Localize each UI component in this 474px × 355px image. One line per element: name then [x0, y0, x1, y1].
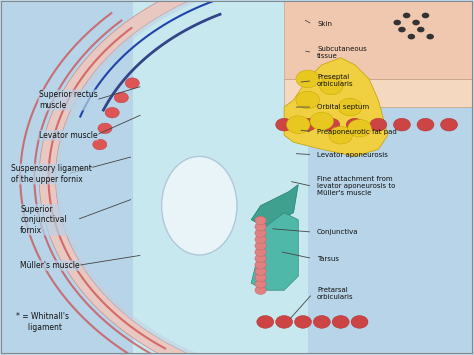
Text: Subcutaneous
tissue: Subcutaneous tissue: [317, 46, 367, 59]
Circle shape: [346, 118, 363, 131]
Circle shape: [408, 34, 415, 39]
Circle shape: [255, 223, 266, 231]
Circle shape: [422, 13, 429, 18]
Circle shape: [125, 78, 139, 88]
Circle shape: [348, 119, 371, 137]
Circle shape: [417, 27, 425, 32]
Circle shape: [114, 92, 128, 103]
Circle shape: [105, 107, 119, 118]
Circle shape: [257, 316, 274, 328]
Circle shape: [332, 316, 349, 328]
Polygon shape: [284, 1, 473, 79]
Circle shape: [440, 118, 457, 131]
Circle shape: [338, 98, 362, 116]
Circle shape: [310, 112, 334, 130]
Circle shape: [255, 286, 266, 294]
Circle shape: [296, 91, 319, 109]
Circle shape: [403, 13, 410, 18]
Circle shape: [427, 34, 434, 39]
Text: Suspensory ligament
of the upper fornix: Suspensory ligament of the upper fornix: [11, 164, 91, 184]
Polygon shape: [133, 1, 308, 354]
Text: Preaponeurotic fat pad: Preaponeurotic fat pad: [317, 129, 397, 135]
Text: Levator aponeurosis: Levator aponeurosis: [317, 152, 388, 158]
Circle shape: [398, 27, 406, 32]
Text: Preseptal
orbicularis: Preseptal orbicularis: [317, 74, 354, 87]
Circle shape: [323, 118, 340, 131]
Circle shape: [255, 261, 266, 269]
Circle shape: [296, 70, 319, 88]
Circle shape: [255, 242, 266, 250]
Text: Levator muscle: Levator muscle: [39, 131, 98, 140]
Circle shape: [98, 123, 112, 133]
Text: Müller's muscle: Müller's muscle: [20, 261, 80, 270]
Text: Superior
conjunctival
fornix: Superior conjunctival fornix: [20, 205, 67, 235]
Polygon shape: [251, 185, 298, 227]
Polygon shape: [251, 213, 298, 290]
Circle shape: [319, 77, 343, 95]
Circle shape: [93, 139, 107, 150]
Circle shape: [255, 229, 266, 237]
Text: Tarsus: Tarsus: [317, 256, 339, 262]
Circle shape: [393, 20, 401, 25]
Circle shape: [313, 316, 330, 328]
Circle shape: [255, 273, 266, 282]
Ellipse shape: [162, 156, 237, 255]
Text: Skin: Skin: [317, 21, 332, 27]
Circle shape: [255, 280, 266, 288]
Text: Superior rectus
muscle: Superior rectus muscle: [39, 90, 98, 110]
Circle shape: [286, 116, 310, 133]
Circle shape: [276, 316, 292, 328]
Circle shape: [417, 118, 434, 131]
Text: Orbital septum: Orbital septum: [317, 104, 369, 110]
Circle shape: [255, 235, 266, 244]
Circle shape: [255, 248, 266, 256]
Circle shape: [294, 316, 311, 328]
Text: Pretarsal
orbicularis: Pretarsal orbicularis: [317, 287, 354, 300]
Circle shape: [299, 118, 316, 131]
Text: Conjunctiva: Conjunctiva: [317, 229, 359, 235]
Circle shape: [255, 267, 266, 275]
Circle shape: [412, 20, 420, 25]
Text: * = Whitnall's
     ligament: * = Whitnall's ligament: [16, 312, 69, 332]
Text: Fine attachment from
levator aponeurosis to
Müller's muscle: Fine attachment from levator aponeurosis…: [317, 176, 395, 196]
Polygon shape: [284, 58, 388, 156]
Circle shape: [351, 316, 368, 328]
Circle shape: [255, 216, 266, 225]
Polygon shape: [284, 79, 473, 107]
Polygon shape: [39, 0, 288, 355]
Circle shape: [329, 126, 353, 144]
Circle shape: [255, 254, 266, 263]
Circle shape: [370, 118, 387, 131]
Circle shape: [276, 118, 292, 131]
Circle shape: [393, 118, 410, 131]
